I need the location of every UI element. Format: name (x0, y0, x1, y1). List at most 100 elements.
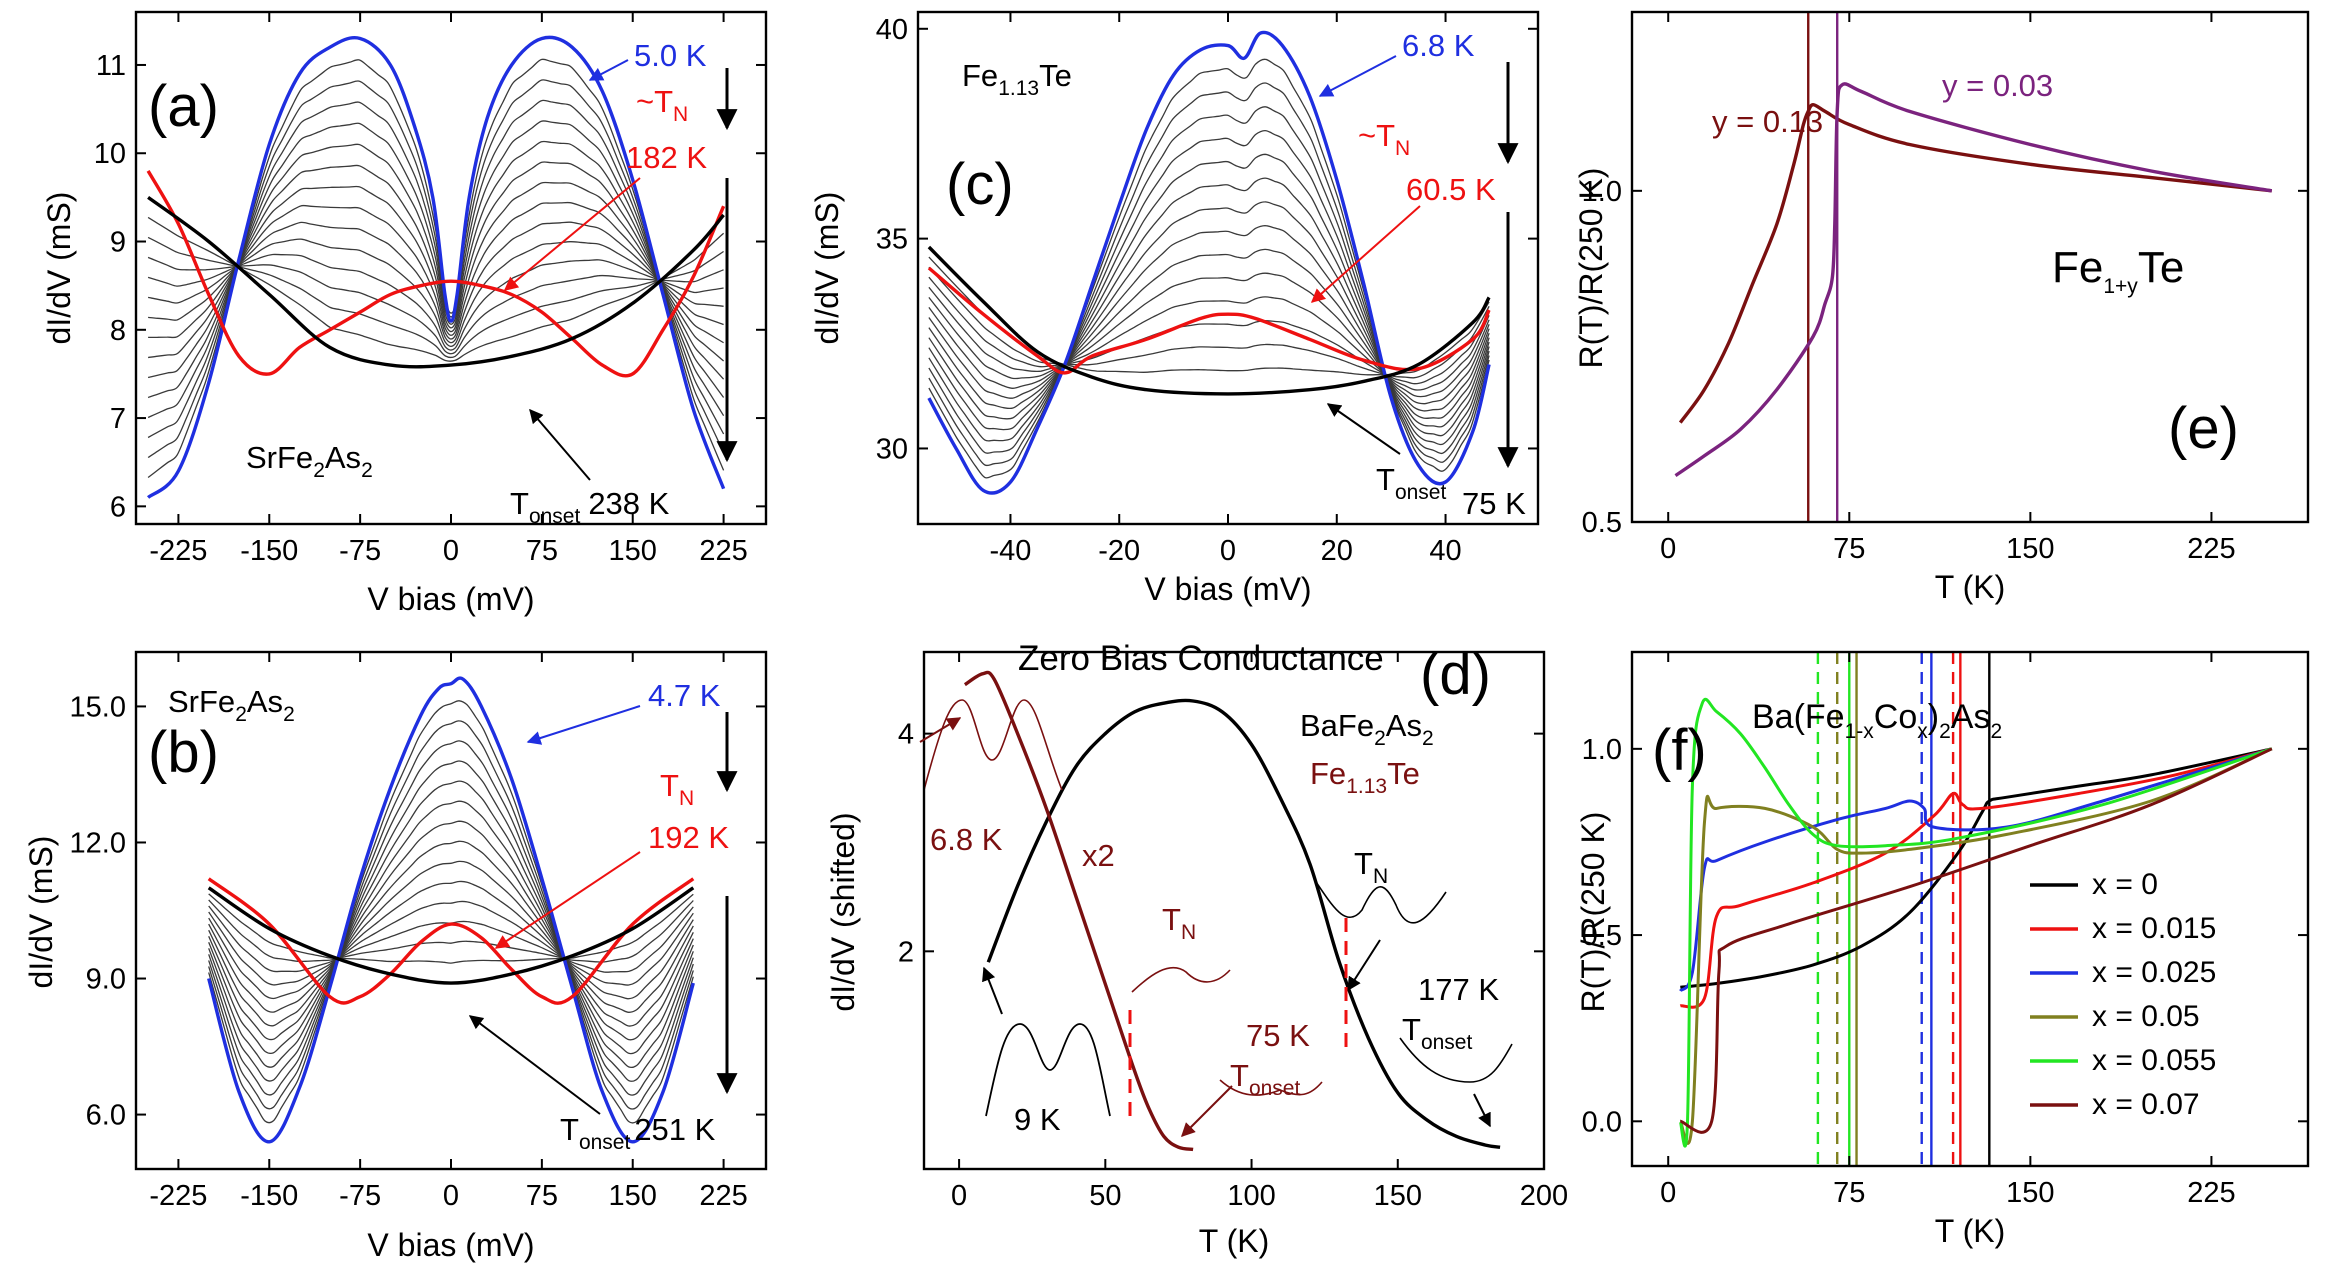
y-tick-label: 30 (876, 433, 908, 465)
panel-d-y-ticks: 24 (898, 719, 1544, 968)
panel-c-onset-arrow (1326, 403, 1401, 455)
y-tick-label: 15.0 (70, 691, 126, 723)
legend-entry: x = 0.05 (2092, 1000, 2200, 1033)
y-tick-label: 8 (110, 315, 126, 347)
y-tick-label: 11 (96, 50, 126, 82)
panel-d-onset-fete-label: Tonset (1230, 1058, 1300, 1100)
panel-d-inset-tn-fete (1131, 966, 1231, 993)
x-tick-label: 75 (526, 1180, 558, 1212)
intermediate-spectrum-curve (147, 140, 725, 399)
panel-d-onset-fete-arrow (1181, 1085, 1233, 1137)
panel-c-label: (c) (946, 152, 1014, 217)
panel-a-onset-label: Tonset 238 K (510, 486, 670, 528)
intermediate-spectrum-curve (928, 106, 1490, 455)
panel-b-tn-arrow (494, 851, 641, 949)
panel-c-onset-value: 75 K (1462, 486, 1526, 521)
panel-e-series (1674, 82, 2273, 478)
x-tick-label: -40 (989, 535, 1031, 567)
panel-b-low-temp-arrow (526, 705, 641, 745)
panel-d-tn-ba-arrow (1347, 939, 1381, 992)
panel-a-onset-arrow (529, 408, 591, 481)
legend-entry: x = 0.025 (2092, 956, 2216, 989)
series-line (1679, 747, 2273, 1009)
panel-d-inset-curves (923, 699, 1513, 1117)
panel-b-tn-label: TN (660, 768, 694, 810)
panel-c-series (927, 30, 1491, 495)
series-line (207, 676, 695, 1144)
x-tick-label: -150 (240, 535, 298, 567)
intermediate-spectrum-curve (208, 800, 694, 1055)
intermediate-spectrum-curve (208, 893, 694, 964)
x-tick-label: -75 (339, 1180, 381, 1212)
panel-d-inset-onset-fete (1219, 1079, 1323, 1096)
intermediate-spectrum-curve (928, 224, 1490, 412)
x-tick-label: 225 (2187, 533, 2235, 565)
series-line (1678, 103, 2272, 424)
panel-b-series (207, 676, 695, 1144)
x-tick-label: 150 (1374, 1180, 1422, 1212)
intermediate-spectrum-curve (208, 900, 694, 986)
panel-c-tn-label: ~TN (1358, 118, 1410, 160)
panel-a-tn-arrow (503, 177, 641, 291)
series-line (1678, 697, 2273, 1148)
panel-c-xlabel: V bias (mV) (1144, 571, 1311, 607)
x-tick-label: 0 (951, 1180, 967, 1212)
x-tick-label: -75 (339, 535, 381, 567)
panel-d-x2-label: x2 (1082, 838, 1115, 873)
panel-d-177k-label: 177 K (1418, 972, 1499, 1007)
x-tick-label: 50 (1089, 1180, 1121, 1212)
panel-f-xlabel: T (K) (1935, 1213, 2006, 1249)
panel-b-intermediate-curves (208, 700, 694, 1124)
panel-e-xlabel: T (K) (1935, 569, 2006, 605)
y-tick-label: 1.0 (1582, 734, 1622, 766)
panel-c-y-ticks: 30 35 40 (876, 14, 1538, 465)
panel-d-ylabel: dI/dV (shifted) (825, 812, 861, 1011)
y-tick-label: 12.0 (70, 827, 126, 859)
panel-d-75k-label: 75 K (1246, 1018, 1310, 1053)
intermediate-spectrum-curve (928, 286, 1490, 391)
y-tick-label: 6.0 (86, 1100, 126, 1132)
series-line (927, 266, 1491, 375)
x-tick-label: -225 (149, 1180, 207, 1212)
y-tick-label: 40 (876, 14, 908, 46)
panel-b-tn-value: 192 K (648, 820, 729, 855)
intermediate-spectrum-curve (147, 120, 725, 419)
intermediate-spectrum-curve (147, 253, 724, 351)
intermediate-spectrum-curve (147, 161, 725, 380)
panel-b: -225 -150 -75 0 75 150 225 6.0 9.0 12.0 15.0 V bi… (23, 650, 768, 1263)
panel-c-x-ticks: -40 -20 0 20 40 (989, 12, 1462, 567)
intermediate-spectrum-curve (148, 221, 724, 344)
panel-d: 0 50 100 150 200 24 T (K) dI/dV (shifted) Ze… (825, 639, 1568, 1259)
panel-c-onset-label: Tonset (1376, 462, 1446, 504)
panel-f: 0 75 150 225 0.00.51.0 T (K) R(T)/R(250 K) … (1575, 650, 2310, 1249)
panel-a: -225 -150 -75 0 75 150 225 6 7 8 9 10 11 V bias (mV… (41, 10, 768, 617)
x-tick-label: 40 (1429, 535, 1461, 567)
panel-b-xlabel: V bias (mV) (367, 1227, 534, 1263)
panel-c-tn-value: 60.5 K (1406, 172, 1496, 207)
x-tick-label: 150 (2006, 533, 2054, 565)
panel-a-series (146, 35, 726, 499)
panel-e: 0 75 150 225 0.5 1.0 T (K) R(T)/R(250 K) (e)… (1573, 10, 2310, 605)
panel-d-inset-6-8k (923, 699, 1063, 791)
panel-d-series (963, 670, 1501, 1152)
panel-f-legend: x = 0 x = 0.015 x = 0.025 x = 0.05 x = 0.055… (2030, 868, 2216, 1121)
y-tick-label: 6 (110, 491, 126, 523)
panel-a-y-ticks: 6 7 8 9 10 11 (94, 50, 766, 523)
x-tick-label: 75 (1833, 1177, 1865, 1209)
panel-f-axes-frame (1630, 650, 2310, 1168)
panel-d-inset-onset-ba (1399, 1037, 1513, 1083)
panel-f-legend-bg (2018, 870, 2228, 1140)
y-tick-label: 9 (110, 227, 126, 259)
legend-entry: x = 0.015 (2092, 912, 2216, 945)
panel-b-y-ticks: 6.0 9.0 12.0 15.0 (70, 691, 766, 1132)
series-line (927, 245, 1491, 396)
panel-d-inset-9k (985, 1023, 1111, 1117)
series-line (207, 877, 695, 1005)
panel-d-6-8k-arrow (919, 717, 962, 743)
series-line (207, 886, 695, 985)
panel-d-x-ticks: 0 50 100 150 200 (951, 652, 1568, 1212)
panel-d-label: (d) (1420, 642, 1491, 707)
panel-a-low-temp-label: 5.0 K (634, 38, 707, 73)
panel-c-low-temp-arrow (1318, 55, 1397, 97)
panel-c: -40 -20 0 20 40 30 35 40 V bias (mV) dI/dV (mS… (809, 10, 1540, 607)
